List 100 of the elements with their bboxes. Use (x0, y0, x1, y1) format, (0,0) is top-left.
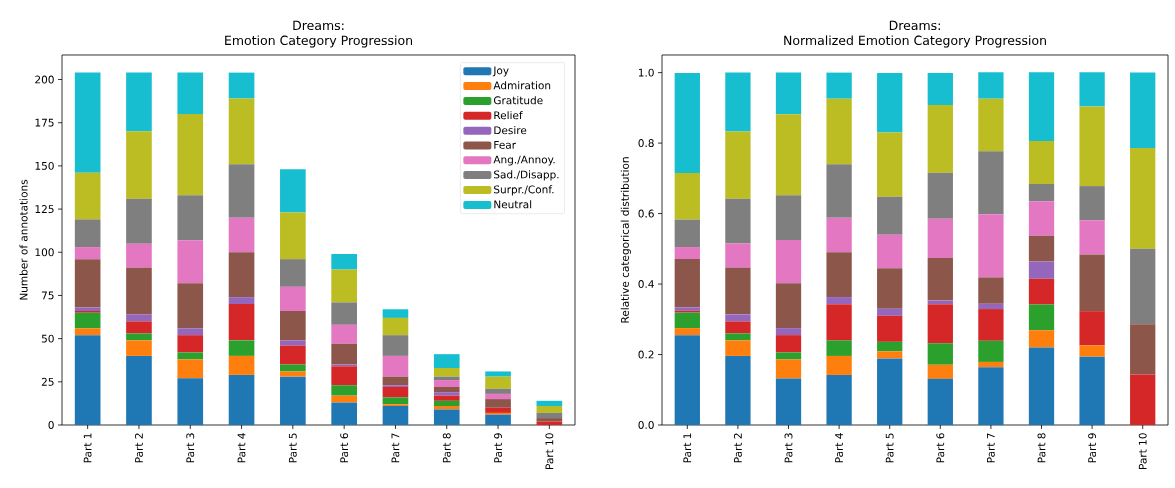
bar (280, 376, 306, 425)
bar (1079, 311, 1105, 346)
bar (331, 366, 357, 386)
bar (826, 217, 852, 253)
bar (433, 395, 460, 401)
bar (1028, 201, 1055, 236)
bar (927, 304, 953, 344)
bar (978, 309, 1004, 341)
bar (1028, 304, 1055, 331)
bar (280, 310, 306, 341)
y-tick-label: 0.4 (638, 280, 654, 289)
bar (280, 371, 306, 377)
bar (826, 297, 852, 305)
bar (978, 72, 1004, 99)
bar (978, 98, 1004, 152)
bar (382, 387, 409, 398)
bar (826, 164, 852, 218)
y-axis-title: Relative categorical distribution (620, 157, 631, 323)
bar (331, 343, 357, 365)
legend-label: Gratitude (493, 96, 543, 105)
bar (126, 355, 152, 425)
bar (877, 72, 903, 133)
bar (674, 312, 700, 329)
bar (1028, 347, 1055, 425)
bar (877, 341, 903, 352)
bar (433, 368, 460, 377)
bar (725, 198, 751, 244)
x-tick-label: Part 3 (186, 433, 195, 463)
bar (280, 345, 306, 365)
x-tick-label: Part 5 (885, 433, 894, 463)
bar (228, 252, 255, 298)
y-axis-title: Number of annotations (19, 179, 28, 300)
legend-label: Neutral (494, 200, 532, 209)
bar (74, 312, 101, 329)
bar (775, 378, 802, 425)
bar (826, 98, 852, 165)
bar (927, 105, 953, 173)
bar (1028, 183, 1055, 202)
y-tick-label: 0.0 (638, 421, 654, 429)
x-tick-label: Part 10 (1138, 433, 1147, 469)
y-tick-label: 200 (35, 75, 54, 84)
y-tick-label: 0.2 (638, 350, 654, 359)
bar (1028, 235, 1055, 262)
bar (674, 259, 700, 308)
bar (433, 354, 460, 368)
x-tick-label: Part 4 (835, 433, 844, 463)
bar (126, 198, 152, 244)
bar (485, 371, 511, 377)
bar (331, 324, 357, 344)
bar (485, 393, 511, 400)
bar (775, 114, 802, 196)
bar (74, 247, 101, 260)
bar (126, 333, 152, 341)
bar (1079, 254, 1105, 312)
y-tick-label: 0 (48, 421, 54, 429)
bar (674, 247, 700, 260)
bar (775, 72, 802, 115)
y-tick-label: 100 (35, 248, 54, 257)
bar (126, 314, 152, 322)
bar (228, 98, 255, 165)
bar (382, 317, 409, 336)
bar (1079, 345, 1105, 357)
bar (826, 252, 852, 298)
bar (826, 355, 852, 375)
bar (433, 392, 460, 396)
bar (126, 267, 152, 315)
bar (485, 399, 511, 408)
bar (228, 297, 255, 305)
bar (177, 359, 204, 379)
bar (228, 355, 255, 375)
bar (382, 397, 409, 405)
bar (1130, 248, 1156, 325)
bar (433, 409, 460, 425)
bar (1028, 278, 1055, 305)
bar (228, 217, 255, 253)
bar (536, 406, 563, 413)
bar (927, 257, 953, 301)
x-tick-label: Part 6 (340, 433, 349, 463)
x-tick-label: Part 2 (733, 433, 742, 463)
x-tick-label: Part 7 (391, 433, 400, 463)
bar (228, 72, 255, 99)
bar (978, 277, 1004, 304)
y-tick-label: 0.6 (638, 209, 654, 218)
legend-label: Desire (494, 126, 527, 135)
bar (674, 219, 700, 248)
bar (280, 259, 306, 287)
bar (228, 340, 255, 356)
bar (331, 395, 357, 403)
bar (775, 335, 802, 353)
bar (331, 402, 357, 425)
bar (725, 243, 751, 268)
chart-subtitle: Normalized Emotion Category Progression (784, 35, 1046, 48)
bar (331, 269, 357, 303)
y-tick-label: 75 (41, 291, 54, 300)
bar (1079, 72, 1105, 107)
x-tick-label: Part 3 (784, 433, 793, 463)
bar (927, 172, 953, 219)
bar (1028, 140, 1055, 184)
bar (1028, 261, 1055, 279)
bar (280, 340, 306, 346)
